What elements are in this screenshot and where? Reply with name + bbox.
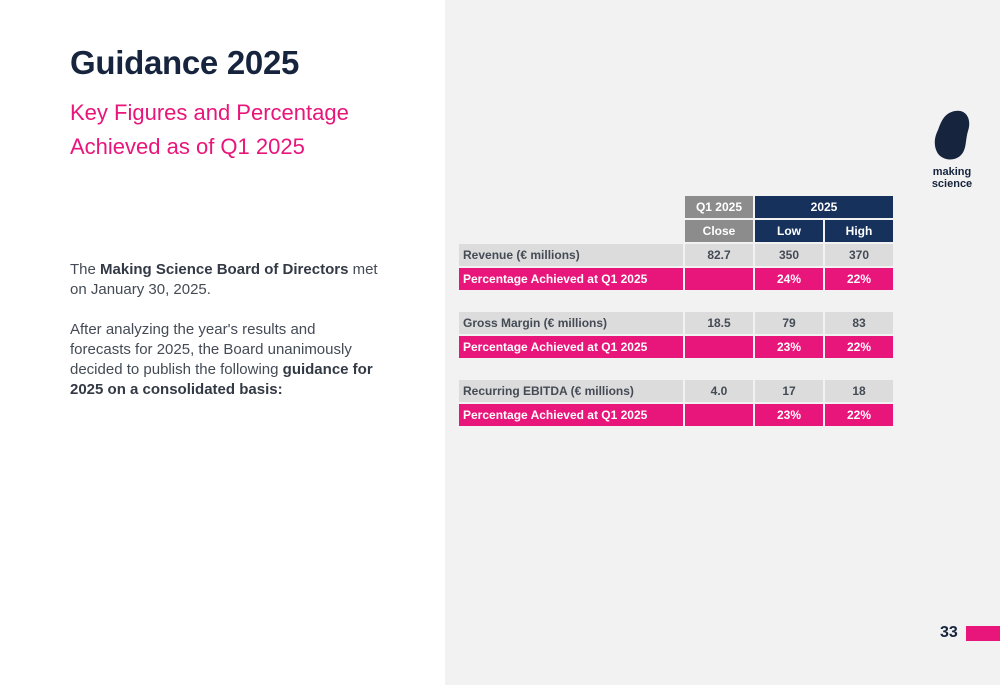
- cell-close: [685, 336, 753, 358]
- logo-text: making science: [931, 166, 973, 190]
- table-spacer: [459, 292, 893, 310]
- cell-low: 23%: [755, 404, 823, 426]
- table-row-gross-margin-percentage: Percentage Achieved at Q1 2025 23% 22%: [459, 336, 893, 358]
- page-number: 33: [940, 624, 958, 641]
- cell-high: 18: [825, 380, 893, 402]
- table-row-revenue-percentage: Percentage Achieved at Q1 2025 24% 22%: [459, 268, 893, 290]
- board-name: Making Science Board of Directors: [100, 261, 349, 278]
- row-label: Percentage Achieved at Q1 2025: [459, 268, 683, 290]
- table-spacer: [459, 360, 893, 378]
- cell-low: 24%: [755, 268, 823, 290]
- logo-blob-icon: [934, 110, 970, 160]
- table-header-row-2: Close Low High: [459, 220, 893, 242]
- intro-paragraph-1: The Making Science Board of Directors me…: [70, 261, 378, 298]
- cell-high: 22%: [825, 336, 893, 358]
- header-low: Low: [755, 220, 823, 242]
- table-row-revenue: Revenue (€ millions) 82.7 350 370: [459, 244, 893, 266]
- row-label: Revenue (€ millions): [459, 244, 683, 266]
- guidance-emphasis: guidance for 2025 on a consolidated basi…: [70, 361, 373, 398]
- cell-low: 79: [755, 312, 823, 334]
- row-label: Recurring EBITDA (€ millions): [459, 380, 683, 402]
- row-label: Percentage Achieved at Q1 2025: [459, 404, 683, 426]
- cell-close: 4.0: [685, 380, 753, 402]
- cell-close: 82.7: [685, 244, 753, 266]
- cell-close: [685, 268, 753, 290]
- making-science-logo: making science: [926, 110, 978, 190]
- cell-close: [685, 404, 753, 426]
- header-high: High: [825, 220, 893, 242]
- header-blank: [459, 220, 683, 242]
- page-title: Guidance 2025: [70, 44, 300, 81]
- left-panel: [0, 0, 445, 685]
- table-row-recurring-ebitda: Recurring EBITDA (€ millions) 4.0 17 18: [459, 380, 893, 402]
- row-label: Gross Margin (€ millions): [459, 312, 683, 334]
- header-q1-2025: Q1 2025: [685, 196, 753, 218]
- cell-low: 23%: [755, 336, 823, 358]
- cell-high: 22%: [825, 268, 893, 290]
- header-close: Close: [685, 220, 753, 242]
- cell-high: 83: [825, 312, 893, 334]
- header-2025: 2025: [755, 196, 893, 218]
- cell-close: 18.5: [685, 312, 753, 334]
- header-blank: [459, 196, 683, 218]
- cell-low: 350: [755, 244, 823, 266]
- table-row-gross-margin: Gross Margin (€ millions) 18.5 79 83: [459, 312, 893, 334]
- intro-paragraph-2: After analyzing the year's results and f…: [70, 321, 373, 398]
- row-label: Percentage Achieved at Q1 2025: [459, 336, 683, 358]
- page-accent-bar: [966, 626, 1000, 641]
- intro-text: The Making Science Board of Directors me…: [70, 260, 380, 420]
- guidance-table: Q1 2025 2025 Close Low High Revenue (€ m…: [457, 194, 895, 428]
- cell-high: 22%: [825, 404, 893, 426]
- table-header-row-1: Q1 2025 2025: [459, 196, 893, 218]
- table-row-recurring-ebitda-percentage: Percentage Achieved at Q1 2025 23% 22%: [459, 404, 893, 426]
- cell-high: 370: [825, 244, 893, 266]
- page-subtitle: Key Figures and Percentage Achieved as o…: [70, 100, 349, 159]
- cell-low: 17: [755, 380, 823, 402]
